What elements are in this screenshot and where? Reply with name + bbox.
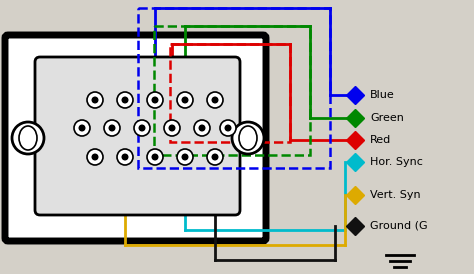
Text: Vert. Syn: Vert. Syn (370, 190, 420, 200)
Circle shape (207, 149, 223, 165)
Circle shape (147, 149, 163, 165)
Circle shape (177, 92, 193, 108)
Text: Blue: Blue (370, 90, 395, 100)
Circle shape (147, 92, 163, 108)
Circle shape (79, 125, 85, 131)
Circle shape (232, 122, 264, 154)
Circle shape (117, 92, 133, 108)
Circle shape (212, 97, 218, 103)
Circle shape (169, 125, 175, 131)
Circle shape (92, 97, 98, 103)
Bar (138, 8, 330, 168)
Circle shape (212, 154, 218, 160)
Bar (170, 44, 290, 142)
Bar (154, 26, 310, 155)
Circle shape (177, 149, 193, 165)
Circle shape (182, 97, 188, 103)
Circle shape (74, 120, 90, 136)
Circle shape (164, 120, 180, 136)
Text: Ground (G: Ground (G (370, 221, 428, 231)
Circle shape (104, 120, 120, 136)
Circle shape (92, 154, 98, 160)
Circle shape (12, 122, 44, 154)
FancyBboxPatch shape (5, 35, 266, 241)
Circle shape (225, 125, 231, 131)
Circle shape (122, 154, 128, 160)
Text: Hor. Sync: Hor. Sync (370, 157, 423, 167)
Circle shape (87, 92, 103, 108)
Text: Red: Red (370, 135, 391, 145)
Text: Green: Green (370, 113, 404, 123)
Circle shape (199, 125, 205, 131)
Circle shape (194, 120, 210, 136)
Circle shape (134, 120, 150, 136)
Circle shape (152, 154, 158, 160)
Circle shape (122, 97, 128, 103)
Circle shape (87, 149, 103, 165)
Circle shape (182, 154, 188, 160)
Circle shape (117, 149, 133, 165)
Circle shape (207, 92, 223, 108)
Circle shape (109, 125, 115, 131)
FancyBboxPatch shape (35, 57, 240, 215)
Circle shape (220, 120, 236, 136)
Circle shape (152, 97, 158, 103)
Circle shape (139, 125, 145, 131)
